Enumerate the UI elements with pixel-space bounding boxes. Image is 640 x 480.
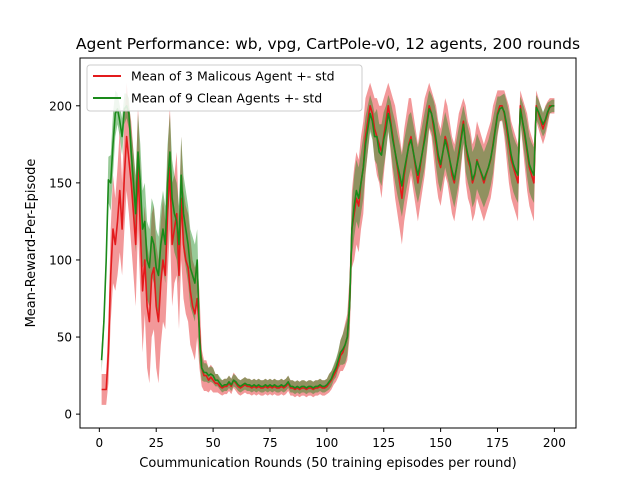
x-axis-label: Coummunication Rounds (50 training episo… <box>139 456 516 471</box>
legend-label-clean: Mean of 9 Clean Agents +- std <box>131 91 322 106</box>
x-tick-label: 25 <box>149 436 164 450</box>
std-bands <box>101 82 555 405</box>
legend-label-malicious: Mean of 3 Malicous Agent +- std <box>131 69 335 84</box>
plot-frame <box>79 57 577 429</box>
y-axis: 0 50 100 150 200 <box>49 99 80 422</box>
series-line-1 <box>100 105 555 389</box>
x-tick-label: 50 <box>205 436 220 450</box>
x-tick-label: 75 <box>262 436 277 450</box>
x-tick-label: 150 <box>429 436 452 450</box>
x-tick-label: 0 <box>96 436 104 450</box>
y-tick-label: 50 <box>57 331 72 345</box>
legend-box <box>86 64 363 112</box>
y-tick-label: 0 <box>64 408 72 422</box>
legend: Mean of 3 Malicous Agent +- std Mean of … <box>86 64 363 112</box>
series-lines <box>100 105 555 391</box>
x-tick-label: 175 <box>486 436 509 450</box>
y-tick-label: 200 <box>49 99 72 113</box>
x-tick-label: 200 <box>543 436 566 450</box>
y-tick-label: 150 <box>49 176 72 190</box>
x-axis: 0 25 50 75 100 125 150 175 200 <box>96 428 566 450</box>
y-axis-label: Mean-Reward-Per-Episode <box>24 159 39 328</box>
chart-title: Agent Performance: wb, vpg, CartPole-v0,… <box>76 35 580 53</box>
x-tick-label: 100 <box>315 436 338 450</box>
x-tick-label: 125 <box>372 436 395 450</box>
y-tick-label: 100 <box>49 253 72 267</box>
